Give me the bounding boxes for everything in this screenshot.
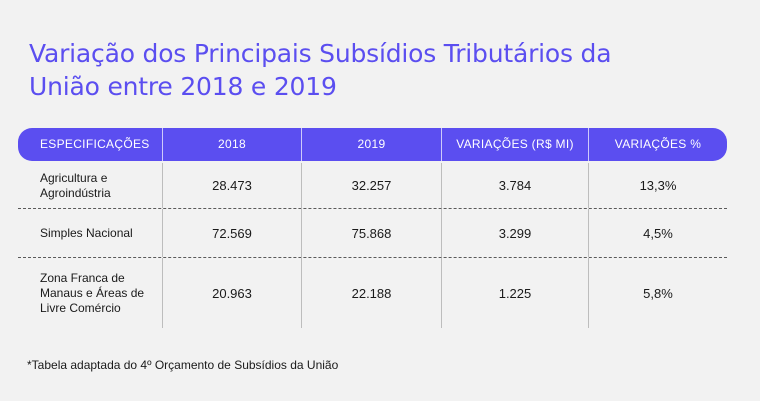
row-label: Zona Franca de Manaus e Áreas de Livre C… <box>40 270 145 315</box>
header-especificacoes: ESPECIFICAÇÕES <box>40 137 150 151</box>
table-row: Zona Franca de Manaus e Áreas de Livre C… <box>18 258 727 328</box>
cell-variacao-rs: 3.784 <box>441 163 588 208</box>
header-variacoes-pct: VARIAÇÕES % <box>588 128 727 161</box>
cell-variacao-rs: 3.299 <box>441 209 588 257</box>
cell-variacao-pct: 5,8% <box>588 258 727 328</box>
row-divider <box>18 208 727 209</box>
table-header: ESPECIFICAÇÕES 2018 2019 VARIAÇÕES (R$ M… <box>18 128 727 161</box>
row-divider <box>18 257 727 258</box>
footnote: *Tabela adaptada do 4º Orçamento de Subs… <box>27 358 339 372</box>
data-table: ESPECIFICAÇÕES 2018 2019 VARIAÇÕES (R$ M… <box>18 128 727 328</box>
cell-2019: 32.257 <box>301 163 441 208</box>
table-row: Simples Nacional 72.569 75.868 3.299 4,5… <box>18 209 727 257</box>
header-2019: 2019 <box>301 128 441 161</box>
row-label: Simples Nacional <box>40 225 133 240</box>
cell-2019: 75.868 <box>301 209 441 257</box>
row-label: Agricultura e Agroindústria <box>40 170 111 200</box>
cell-2019: 22.188 <box>301 258 441 328</box>
cell-variacao-pct: 13,3% <box>588 163 727 208</box>
header-variacoes-rs: VARIAÇÕES (R$ MI) <box>441 128 588 161</box>
cell-variacao-rs: 1.225 <box>441 258 588 328</box>
cell-2018: 28.473 <box>162 163 301 208</box>
cell-2018: 72.569 <box>162 209 301 257</box>
cell-2018: 20.963 <box>162 258 301 328</box>
page-title: Variação dos Principais Subsídios Tribut… <box>29 39 612 101</box>
cell-variacao-pct: 4,5% <box>588 209 727 257</box>
table-row: Agricultura e Agroindústria 28.473 32.25… <box>18 163 727 208</box>
header-2018: 2018 <box>162 128 301 161</box>
